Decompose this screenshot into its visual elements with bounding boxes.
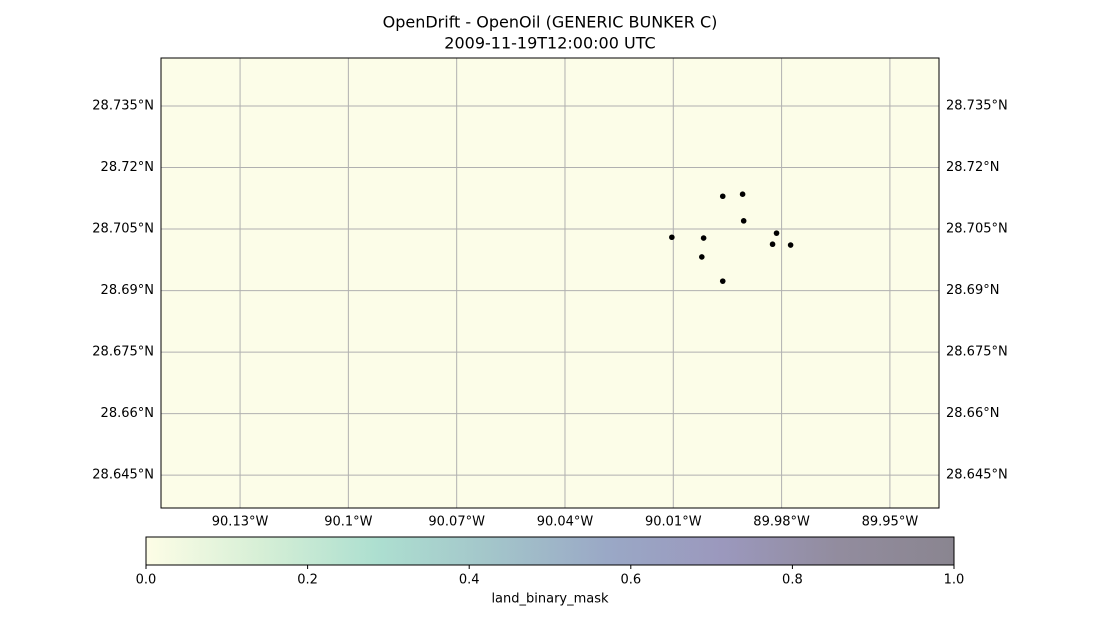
particle xyxy=(769,241,776,248)
chart-title: OpenDrift - OpenOil (GENERIC BUNKER C) xyxy=(383,13,718,32)
colorbar-tick-label: 0.0 xyxy=(136,573,157,588)
colorbar-tick-label: 1.0 xyxy=(944,573,965,588)
x-tick-label: 90.13°W xyxy=(212,515,269,530)
y-tick-label: 28.645°N xyxy=(92,468,154,483)
x-tick-label: 90.1°W xyxy=(324,515,372,530)
x-tick-label: 89.95°W xyxy=(862,515,919,530)
y-tick-label: 28.69°N xyxy=(101,283,154,298)
y-tick-label: 28.735°N xyxy=(92,98,154,113)
y-tick-label-right: 28.645°N xyxy=(946,468,1008,483)
y-tick-label-right: 28.66°N xyxy=(946,406,999,421)
particle xyxy=(700,235,707,241)
particle xyxy=(739,191,746,197)
x-tick-label: 90.04°W xyxy=(537,515,594,530)
y-tick-label: 28.675°N xyxy=(92,345,154,360)
y-tick-label-right: 28.705°N xyxy=(946,222,1008,237)
map-frame xyxy=(160,57,940,509)
particle xyxy=(719,278,726,284)
y-tick-label-right: 28.735°N xyxy=(946,98,1008,113)
y-tick-label-right: 28.69°N xyxy=(946,283,999,298)
particle xyxy=(699,254,705,260)
particle xyxy=(787,242,794,248)
x-tick-label: 90.07°W xyxy=(428,515,485,530)
x-tick-label: 89.98°W xyxy=(753,515,810,530)
y-tick-label: 28.72°N xyxy=(101,160,154,175)
x-tick-label: 90.01°W xyxy=(645,515,702,530)
y-tick-label-right: 28.675°N xyxy=(946,345,1008,360)
particle xyxy=(740,218,747,224)
map-background xyxy=(161,58,939,508)
colorbar-label: land_binary_mask xyxy=(491,592,609,607)
y-tick-label-right: 28.72°N xyxy=(946,160,999,175)
colorbar-tick-label: 0.2 xyxy=(297,573,318,588)
colorbar-tick-label: 0.6 xyxy=(620,573,641,588)
chart-subtitle: 2009-11-19T12:00:00 UTC xyxy=(444,34,655,53)
colorbar-tick-label: 0.8 xyxy=(782,573,803,588)
particle xyxy=(719,193,726,200)
y-tick-label: 28.705°N xyxy=(92,222,154,237)
y-tick-label: 28.66°N xyxy=(101,406,154,421)
colorbar-tick-label: 0.4 xyxy=(459,573,480,588)
particle xyxy=(773,230,780,236)
particle xyxy=(669,234,675,241)
colorbar xyxy=(145,536,955,566)
